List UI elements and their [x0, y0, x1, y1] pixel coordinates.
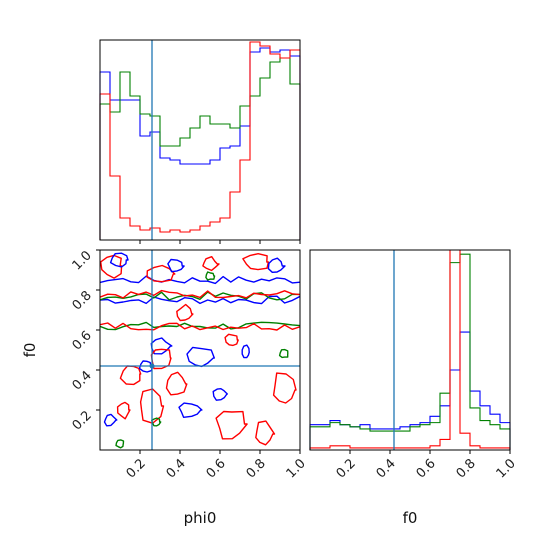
x-axis-label-f0: f0	[403, 509, 418, 527]
joint-ytick-label-1: 0.4	[70, 368, 95, 393]
joint-xtick-label-2: 0.6	[204, 456, 229, 481]
contour-blob-18	[215, 410, 248, 440]
y-axis-label-f0: f0	[21, 343, 39, 358]
x-axis-label-phi0: phi0	[184, 509, 217, 527]
contour-band-low-2	[100, 322, 300, 331]
f0-hist-xtick-label-2: 0.6	[414, 456, 439, 481]
joint-xtick-label-3: 0.8	[244, 456, 269, 481]
joint-ytick-label-4: 1.0	[70, 248, 95, 273]
joint-xtick-label-4: 1.0	[284, 456, 309, 481]
contour-blob-5	[242, 253, 270, 271]
contour-blob-17	[139, 388, 165, 424]
joint-truth-point	[149, 363, 155, 369]
phi0-histogram-panel	[99, 39, 301, 244]
joint-contour-panel: 0.2 0.4 0.6 0.8 1.0 0.2 0.4 0.6 0.8 1.0	[70, 248, 309, 481]
contour-band-high-0	[100, 275, 300, 285]
contour-blob-7	[176, 303, 194, 322]
contour-band-low-0	[100, 295, 300, 305]
contour-blob-9	[186, 346, 215, 368]
contour-blob-4	[202, 256, 220, 272]
joint-xtick-label-1: 0.4	[164, 456, 189, 481]
f0-histogram-panel: 0.2 0.4 0.6 0.8 1.0	[309, 249, 519, 481]
joint-frame	[99, 249, 301, 451]
contour-blob-6	[267, 257, 286, 273]
contour-blob-12	[241, 344, 250, 359]
contour-blob-20	[272, 372, 297, 404]
contour-blob-23	[116, 401, 131, 420]
contour-blob-16	[178, 402, 203, 418]
f0-hist-series-0	[309, 331, 511, 450]
phi0-hist-series-2	[99, 41, 301, 240]
contour-blob-22	[151, 417, 162, 427]
contour-band-high-1	[100, 291, 300, 301]
contour-band-low-1	[100, 321, 300, 331]
contour-blob-19	[255, 420, 276, 446]
contour-blob-2	[146, 264, 176, 283]
contour-blob-11	[224, 333, 239, 347]
joint-ytick-label-2: 0.6	[70, 328, 95, 353]
joint-contours	[100, 252, 300, 449]
phi0-hist-frame	[99, 39, 301, 241]
f0-hist-series-2	[309, 249, 511, 450]
contour-blob-14	[119, 365, 142, 386]
f0-hist-xtick-label-4: 1.0	[494, 456, 519, 481]
contour-blob-3	[167, 258, 185, 273]
contour-band-high-2	[100, 289, 300, 299]
f0-hist-series-1	[309, 253, 511, 450]
contour-blob-25	[205, 271, 216, 281]
f0-hist-frame	[309, 249, 511, 451]
contour-blob-15	[165, 371, 188, 396]
joint-ytick-label-3: 0.8	[70, 288, 95, 313]
contour-blob-0	[100, 254, 123, 279]
contour-blob-24	[103, 413, 118, 427]
contour-blob-27	[115, 439, 125, 449]
contour-blob-26	[212, 388, 228, 401]
joint-xtick-label-0: 0.2	[124, 456, 149, 481]
f0-hist-xtick-label-0: 0.2	[334, 456, 359, 481]
phi0-hist-series-1	[99, 57, 301, 240]
f0-hist-xtick-label-3: 0.8	[454, 456, 479, 481]
contour-blob-1	[109, 252, 129, 268]
joint-ytick-label-0: 0.2	[70, 408, 95, 433]
contour-blob-13	[278, 348, 289, 359]
f0-hist-xtick-label-1: 0.4	[374, 456, 399, 481]
